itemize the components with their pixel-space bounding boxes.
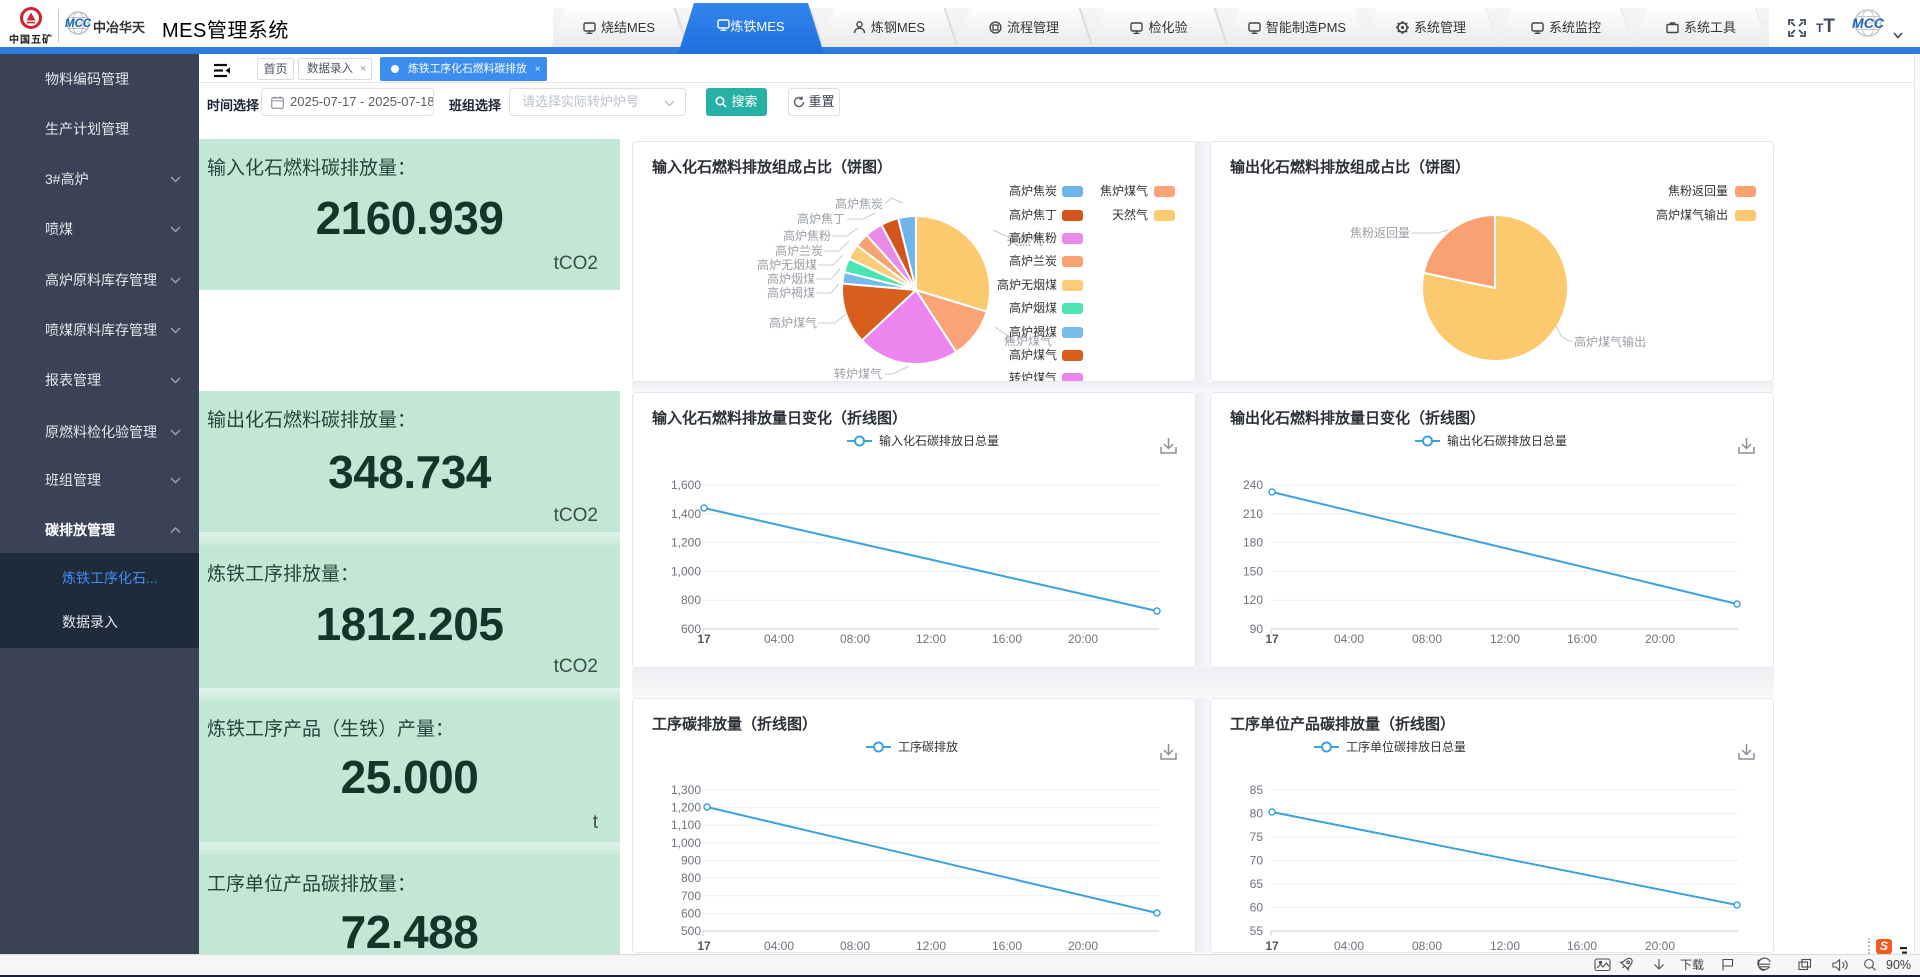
svg-text:高炉烟煤: 高炉烟煤 <box>767 271 815 286</box>
svg-text:1,000: 1,000 <box>671 836 701 850</box>
svg-text:04:00: 04:00 <box>764 939 794 952</box>
svg-text:1,200: 1,200 <box>671 536 701 550</box>
svg-text:12:00: 12:00 <box>1490 632 1520 646</box>
svg-text:20:00: 20:00 <box>1068 632 1098 646</box>
svg-text:04:00: 04:00 <box>1334 632 1364 646</box>
svg-text:20:00: 20:00 <box>1068 939 1098 952</box>
svg-text:20:00: 20:00 <box>1645 939 1675 952</box>
svg-text:500: 500 <box>681 924 701 938</box>
svg-text:1,400: 1,400 <box>671 507 701 521</box>
svg-text:800: 800 <box>681 593 701 607</box>
svg-text:600: 600 <box>681 622 701 636</box>
svg-text:16:00: 16:00 <box>1567 939 1597 952</box>
svg-text:700: 700 <box>681 889 701 903</box>
svg-text:17: 17 <box>1265 939 1279 952</box>
svg-text:高炉煤气: 高炉煤气 <box>769 315 817 330</box>
svg-text:04:00: 04:00 <box>764 632 794 646</box>
svg-text:高炉焦丁: 高炉焦丁 <box>1009 207 1057 222</box>
svg-text:天然气: 天然气 <box>1007 233 1043 248</box>
svg-text:55: 55 <box>1250 924 1264 938</box>
svg-text:高炉无烟煤: 高炉无烟煤 <box>757 257 817 272</box>
svg-text:工序单位碳排放日总量: 工序单位碳排放日总量 <box>1346 739 1466 754</box>
svg-text:17: 17 <box>697 939 711 952</box>
svg-text:12:00: 12:00 <box>1490 939 1520 952</box>
svg-text:高炉焦炭: 高炉焦炭 <box>835 196 883 211</box>
svg-text:600: 600 <box>681 906 701 920</box>
svg-text:60: 60 <box>1250 901 1264 915</box>
svg-text:高炉烟煤: 高炉烟煤 <box>1009 300 1057 315</box>
svg-text:转炉煤气: 转炉煤气 <box>834 366 882 381</box>
svg-text:12:00: 12:00 <box>916 632 946 646</box>
svg-text:150: 150 <box>1243 564 1263 578</box>
svg-text:12:00: 12:00 <box>916 939 946 952</box>
svg-text:高炉褐煤: 高炉褐煤 <box>1009 324 1057 339</box>
svg-text:1,000: 1,000 <box>671 564 701 578</box>
svg-text:120: 120 <box>1243 593 1263 607</box>
svg-text:高炉焦丁: 高炉焦丁 <box>797 211 845 226</box>
svg-text:焦粉返回量: 焦粉返回量 <box>1350 226 1410 240</box>
svg-text:焦炉煤气: 焦炉煤气 <box>1100 183 1148 198</box>
svg-text:高炉煤气输出: 高炉煤气输出 <box>1574 334 1646 349</box>
svg-text:高炉焦炭: 高炉焦炭 <box>1009 183 1057 198</box>
svg-text:08:00: 08:00 <box>1412 632 1442 646</box>
svg-text:高炉煤气输出: 高炉煤气输出 <box>1656 207 1728 222</box>
svg-text:输出化石碳排放日总量: 输出化石碳排放日总量 <box>1447 433 1567 448</box>
svg-text:08:00: 08:00 <box>1412 939 1442 952</box>
svg-text:高炉焦粉: 高炉焦粉 <box>1009 230 1057 245</box>
svg-text:16:00: 16:00 <box>992 632 1022 646</box>
svg-text:04:00: 04:00 <box>1334 939 1364 952</box>
svg-text:20:00: 20:00 <box>1645 632 1675 646</box>
svg-text:80: 80 <box>1250 807 1264 821</box>
svg-text:焦炉煤气: 焦炉煤气 <box>1004 333 1052 348</box>
svg-text:高炉褐煤: 高炉褐煤 <box>767 285 815 300</box>
svg-text:高炉兰炭: 高炉兰炭 <box>1009 253 1057 268</box>
svg-text:65: 65 <box>1250 877 1264 891</box>
svg-text:16:00: 16:00 <box>992 939 1022 952</box>
svg-text:工序碳排放: 工序碳排放 <box>898 739 958 754</box>
svg-text:180: 180 <box>1243 536 1263 550</box>
svg-text:17: 17 <box>1265 632 1279 646</box>
svg-text:08:00: 08:00 <box>840 939 870 952</box>
svg-text:16:00: 16:00 <box>1567 632 1597 646</box>
svg-text:90%: 90% <box>1886 958 1911 972</box>
svg-text:1,100: 1,100 <box>671 818 701 832</box>
svg-text:90: 90 <box>1250 622 1264 636</box>
svg-text:天然气: 天然气 <box>1112 207 1148 222</box>
svg-text:900: 900 <box>681 854 701 868</box>
svg-text:85: 85 <box>1250 783 1264 797</box>
svg-text:17: 17 <box>697 632 711 646</box>
svg-text:高炉煤气: 高炉煤气 <box>1009 347 1057 362</box>
svg-text:高炉兰炭: 高炉兰炭 <box>775 243 823 258</box>
svg-text:输入化石碳排放日总量: 输入化石碳排放日总量 <box>879 433 999 448</box>
svg-text:210: 210 <box>1243 507 1263 521</box>
svg-text:1,300: 1,300 <box>671 783 701 797</box>
svg-text:MCC: MCC <box>1852 15 1885 31</box>
svg-text:800: 800 <box>681 871 701 885</box>
svg-text:转炉煤气: 转炉煤气 <box>1009 370 1057 381</box>
svg-text:240: 240 <box>1243 478 1263 492</box>
svg-text:75: 75 <box>1250 830 1264 844</box>
svg-text:高炉无烟煤: 高炉无烟煤 <box>997 277 1057 292</box>
svg-text:08:00: 08:00 <box>840 632 870 646</box>
svg-text:70: 70 <box>1250 854 1264 868</box>
svg-text:高炉焦粉: 高炉焦粉 <box>783 228 831 243</box>
svg-text:下载: 下载 <box>1680 958 1704 972</box>
svg-text:1,200: 1,200 <box>671 801 701 815</box>
svg-text:1,600: 1,600 <box>671 478 701 492</box>
svg-text:焦粉返回量: 焦粉返回量 <box>1668 184 1728 198</box>
